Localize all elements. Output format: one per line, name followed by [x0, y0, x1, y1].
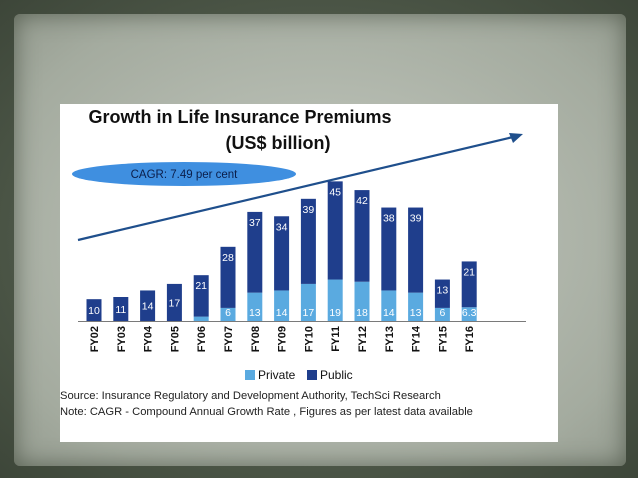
label-private-fy13: 14 [383, 307, 395, 319]
bar-public-fy09 [274, 216, 290, 291]
label-public-fy15: 13 [437, 285, 449, 297]
cagr-ellipse [72, 162, 296, 186]
legend-swatch-private [245, 370, 255, 380]
x-tick-fy02: FY02 [89, 326, 101, 352]
chart-subtitle: (US$ billion) [226, 133, 331, 153]
label-public-fy16: 21 [463, 266, 475, 278]
label-public-fy13: 38 [383, 213, 395, 225]
bar-private-fy12 [354, 281, 370, 321]
label-public-fy14: 39 [410, 213, 422, 225]
label-public-fy09: 34 [276, 221, 288, 233]
cagr-label: CAGR: 7.49 per cent [131, 169, 239, 181]
bar-public-fy08 [247, 211, 263, 293]
label-private-fy16: 6.3 [462, 307, 477, 319]
legend-swatch-public [307, 370, 317, 380]
bar-public-fy10 [300, 198, 316, 284]
x-tick-fy05: FY05 [169, 326, 181, 352]
x-tick-fy16: FY16 [464, 326, 476, 352]
label-public-fy03: 11 [115, 304, 126, 316]
label-private-fy15: 6 [439, 307, 445, 319]
bar-private-fy13 [381, 290, 397, 321]
chart-panel: Growth in Life Insurance Premiums (US$ bi… [60, 104, 558, 442]
label-private-fy12: 18 [356, 307, 368, 319]
bar-public-fy13 [381, 207, 397, 291]
x-tick-fy06: FY06 [196, 326, 208, 352]
x-tick-fy14: FY14 [411, 325, 423, 352]
trend-arrow-head [509, 133, 523, 143]
label-private-fy10: 17 [303, 307, 315, 319]
bar-private-fy09 [274, 290, 290, 321]
x-tick-fy03: FY03 [116, 326, 128, 352]
label-public-fy06: 21 [195, 280, 207, 292]
bar-public-fy16 [461, 261, 477, 308]
label-public-fy08: 37 [249, 217, 261, 229]
x-tick-fy15: FY15 [437, 326, 449, 352]
bar-private-fy06 [193, 316, 209, 321]
legend-label-private: Private [258, 368, 296, 382]
label-public-fy07: 28 [222, 252, 234, 264]
chart-footnote: Source: Insurance Regulatory and Develop… [60, 389, 558, 420]
bar-private-fy07 [220, 307, 236, 321]
bar-public-fy04 [140, 290, 156, 321]
bar-private-fy10 [300, 283, 316, 321]
bar-public-fy03 [113, 297, 129, 321]
x-tick-fy11: FY11 [330, 326, 342, 352]
label-private-fy14: 13 [410, 307, 422, 319]
label-public-fy11: 45 [329, 186, 341, 198]
chart: Growth in Life Insurance Premiums (US$ bi… [72, 107, 526, 382]
bar-public-fy05 [166, 283, 182, 321]
label-public-fy10: 39 [303, 204, 315, 216]
bar-public-fy14 [408, 207, 424, 293]
bar-private-fy11 [327, 279, 343, 321]
x-tick-fy07: FY07 [223, 326, 235, 352]
bar-public-fy15 [434, 279, 450, 308]
label-private-fy08: 13 [249, 307, 261, 319]
chart-title: Growth in Life Insurance Premiums [88, 107, 391, 127]
bar-private-fy08 [247, 292, 263, 321]
x-tick-fy13: FY13 [384, 326, 396, 352]
x-tick-fy09: FY09 [277, 326, 289, 352]
label-private-fy07: 6 [225, 307, 231, 319]
bar-private-fy16 [461, 307, 477, 321]
trend-arrow-line [77, 135, 514, 242]
legend-label-public: Public [320, 368, 353, 382]
label-public-fy12: 42 [356, 195, 368, 207]
bar-private-fy15 [434, 307, 450, 321]
bar-private-fy14 [408, 292, 424, 321]
label-public-fy05: 17 [169, 297, 181, 309]
note-text: Note: CAGR - Compound Annual Growth Rate… [60, 405, 473, 418]
label-private-fy11: 19 [329, 307, 341, 319]
x-tick-fy10: FY10 [303, 326, 315, 352]
label-private-fy09: 14 [276, 307, 288, 319]
x-tick-fy08: FY08 [250, 326, 262, 352]
label-public-fy02: 10 [88, 305, 100, 317]
x-tick-fy04: FY04 [143, 325, 155, 352]
source-text: Source: Insurance Regulatory and Develop… [60, 390, 441, 402]
label-public-fy04: 14 [142, 301, 154, 313]
bar-public-fy02 [86, 299, 102, 321]
bar-public-fy12 [354, 190, 370, 282]
bar-public-fy11 [327, 181, 343, 280]
bar-public-fy06 [193, 275, 209, 317]
x-tick-fy12: FY12 [357, 326, 369, 352]
bar-public-fy07 [220, 246, 236, 308]
